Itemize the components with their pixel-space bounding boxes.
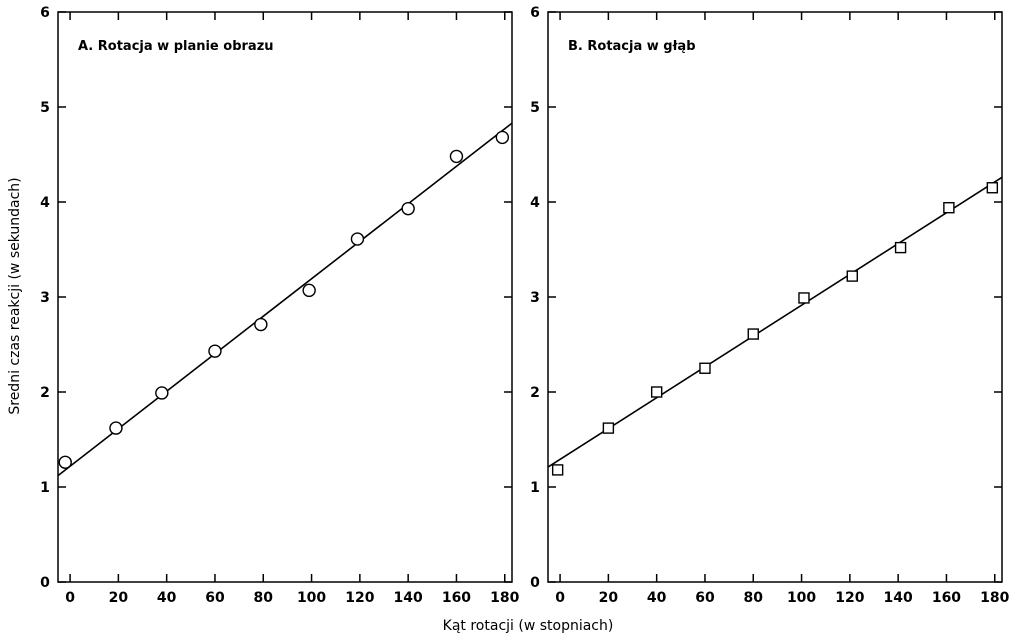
panel-b-data-point [747,328,759,340]
panel-a-title: A. Rotacja w planie obrazu [78,39,274,54]
panel-b-y-tick-label: 6 [530,5,540,21]
panel-a-x-tick-label: 140 [394,590,423,606]
panel-a-x-tick-label: 40 [157,590,177,606]
panel-a-data-point [350,232,365,246]
panel-a-data-point [495,130,510,145]
panel-a-y-tick-label: 5 [40,100,50,116]
panel-a-y-tick-label: 0 [40,575,50,591]
panel-b-data-point [699,362,711,374]
panel-b-y-tick-label: 3 [530,290,540,306]
panel-a-x-tick-label: 120 [345,590,374,606]
panel-b-y-tick-label: 5 [530,100,540,116]
panel-b-frame [547,11,1003,583]
panel-b-x-tick-label: 20 [599,590,619,606]
x-axis-label: Kąt rotacji (w stopniach) [443,618,614,634]
panel-b-y-tick-label: 2 [530,385,540,401]
panel-a-y-tick-label: 6 [40,5,50,21]
panel-a-x-tick-label: 80 [254,590,274,606]
panel-a-y-tick-label: 1 [40,480,50,496]
panel-a-data-point [155,386,169,400]
panel-b-title: B. Rotacja w głąb [568,39,696,54]
panel-a-x-tick-label: 100 [297,590,326,606]
panel-a-frame [57,11,513,583]
panel-b-data-point [846,270,858,282]
panel-a-fit-line [57,122,513,477]
panel-a-x-tick-label: 180 [490,590,519,606]
panel-a-x-tick-label: 60 [205,590,225,606]
panel-b-data-point [943,201,955,214]
panel-b-x-tick-label: 100 [787,590,816,606]
panel-b-data-point [551,464,564,476]
panel-a-data-point [109,421,123,435]
panel-b-data-point [650,386,663,398]
panel-b-fit-line [547,176,1003,468]
panel-b-y-tick-label: 1 [530,480,540,496]
panel-b-x-tick-label: 120 [835,590,864,606]
panel-b-y-tick-label: 4 [530,195,540,211]
panel-a-data-point [449,149,464,164]
panel-a-x-tick-label: 160 [442,590,471,606]
panel-a-y-tick-label: 2 [40,385,50,401]
panel-a-y-tick-label: 3 [40,290,50,306]
panel-b-x-tick-label: 160 [932,590,961,606]
panel-b-x-tick-label: 140 [884,590,913,606]
panel-a-data-point [208,344,222,358]
panel-b-x-tick-label: 40 [647,590,667,606]
panel-b-data-point [986,182,999,194]
panel-a-x-tick-label: 0 [65,590,75,606]
panel-b-x-tick-label: 0 [555,590,565,606]
panel-a-y-tick-label: 4 [40,195,50,211]
panel-b-data-point [602,422,615,434]
panel-a-x-tick-label: 20 [109,590,129,606]
panel-a-data-point [302,283,316,298]
panel-b-data-point [894,241,907,254]
panel-b-x-tick-label: 180 [980,590,1009,606]
panel-b-x-tick-label: 80 [744,590,764,606]
panel-b-x-tick-label: 60 [695,590,715,606]
panel-b-data-point [798,292,810,304]
panel-a-data-point [58,455,72,469]
panel-b-y-tick-label: 0 [530,575,540,591]
panel-a-data-point [401,201,415,216]
y-axis-label: Sredni czas reakcji (w sekundach) [7,177,23,414]
panel-a-data-point [254,317,268,332]
